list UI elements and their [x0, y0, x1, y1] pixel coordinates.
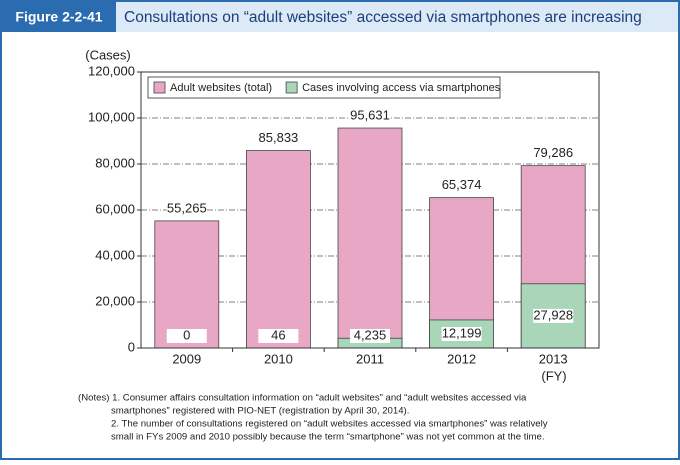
note: 2. The number of consultations registere… — [111, 419, 548, 430]
value-label: 46 — [271, 327, 285, 342]
value-label: 55,265 — [167, 200, 207, 215]
y-tick-label: 80,000 — [95, 155, 135, 170]
x-tick-label: 2013 — [539, 351, 568, 366]
value-label: 27,928 — [533, 307, 573, 322]
figure-label: Figure 2-2-41 — [15, 9, 102, 25]
x-tick-label: 2012 — [447, 351, 476, 366]
value-label: 65,374 — [442, 177, 482, 192]
note: small in FYs 2009 and 2010 possibly beca… — [111, 432, 545, 443]
y-tick-label: 120,000 — [88, 63, 135, 78]
legend-swatch — [154, 82, 165, 93]
x-tick-label: 2009 — [172, 351, 201, 366]
legend-swatch — [286, 82, 297, 93]
note: (Notes) 1. Consumer affairs consultation… — [78, 393, 527, 404]
y-tick-label: 20,000 — [95, 293, 135, 308]
bar — [338, 128, 402, 348]
x-tick-label: 2010 — [264, 351, 293, 366]
note: smartphones” registered with PIO-NET (re… — [111, 406, 409, 417]
y-tick-label: 0 — [128, 339, 135, 354]
value-label: 95,631 — [350, 107, 390, 122]
y-tick-label: 100,000 — [88, 109, 135, 124]
bar — [246, 151, 310, 348]
value-label: 85,833 — [259, 130, 299, 145]
y-axis-label: (Cases) — [85, 47, 131, 62]
value-label: 4,235 — [354, 327, 387, 342]
y-tick-label: 40,000 — [95, 247, 135, 262]
x-tick-label: 2011 — [356, 351, 384, 366]
x-axis-label: (FY) — [541, 368, 566, 383]
value-label: 79,286 — [533, 145, 573, 160]
legend-label: Adult websites (total) — [170, 82, 272, 94]
legend-label: Cases involving access via smartphones — [302, 82, 501, 94]
value-label: 12,199 — [442, 325, 482, 340]
value-label: 0 — [183, 327, 190, 342]
y-tick-label: 60,000 — [95, 201, 135, 216]
chart-title: Consultations on “adult websites” access… — [124, 9, 642, 26]
